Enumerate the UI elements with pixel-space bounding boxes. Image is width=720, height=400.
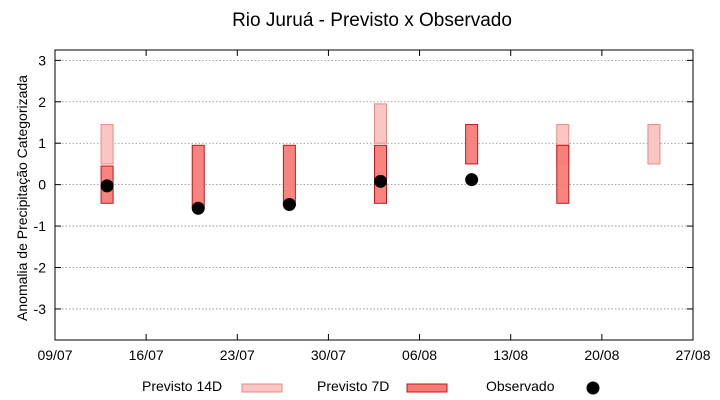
x-tick-label: 30/07 <box>311 347 346 363</box>
x-tick-label: 16/07 <box>129 347 164 363</box>
forecast-7d-bar <box>282 144 296 206</box>
x-tick-label: 23/07 <box>220 347 255 363</box>
legend-swatch-7d <box>406 383 448 393</box>
y-axis-label: Anomalia de Precipitação Categorizada <box>14 75 30 321</box>
chart-marks <box>100 103 661 215</box>
y-tick-label: -1 <box>34 218 47 234</box>
y-tick-label: -2 <box>34 260 47 276</box>
y-tick-label: 1 <box>38 135 46 151</box>
observed-point <box>191 201 205 215</box>
axes: 3 2 1 0 -1 -2 -3 09/07 16/07 23/07 30/07 06/08 13/08… <box>34 50 711 363</box>
x-tick-label: 06/08 <box>402 347 437 363</box>
observed-point <box>374 174 388 188</box>
plot-frame <box>54 49 694 341</box>
chart-title: Rio Juruá - Previsto x Observado <box>232 10 512 31</box>
y-tick-label: 2 <box>38 94 46 110</box>
y-tick-label: -3 <box>34 301 47 317</box>
y-tick-label: 0 <box>38 177 46 193</box>
x-tick-label: 13/08 <box>493 347 528 363</box>
forecast-7d-bar <box>556 144 570 204</box>
legend-swatch-14d <box>241 383 283 393</box>
x-tick-label: 09/07 <box>37 347 72 363</box>
forecast-7d-bar <box>191 144 205 208</box>
forecast-14d-bar <box>100 124 114 165</box>
forecast-7d-bar <box>465 124 479 165</box>
y-tick-label: 3 <box>38 52 46 68</box>
legend: Previsto 14D Previsto 7D Observado <box>142 378 600 395</box>
observed-point <box>465 173 479 187</box>
forecast-7d-bar <box>374 144 388 204</box>
observed-point <box>100 179 114 193</box>
legend-label: Previsto 7D <box>317 378 389 394</box>
x-tick-label: 20/08 <box>584 347 619 363</box>
grid-lines <box>55 59 693 310</box>
x-tick-label: 27/08 <box>675 347 710 363</box>
observed-point <box>282 198 296 212</box>
forecast-14d-bar <box>374 103 388 144</box>
legend-label: Observado <box>486 378 555 394</box>
legend-label: Previsto 14D <box>142 378 222 394</box>
legend-swatch-observed <box>586 381 600 395</box>
forecast-14d-bar <box>647 124 661 165</box>
